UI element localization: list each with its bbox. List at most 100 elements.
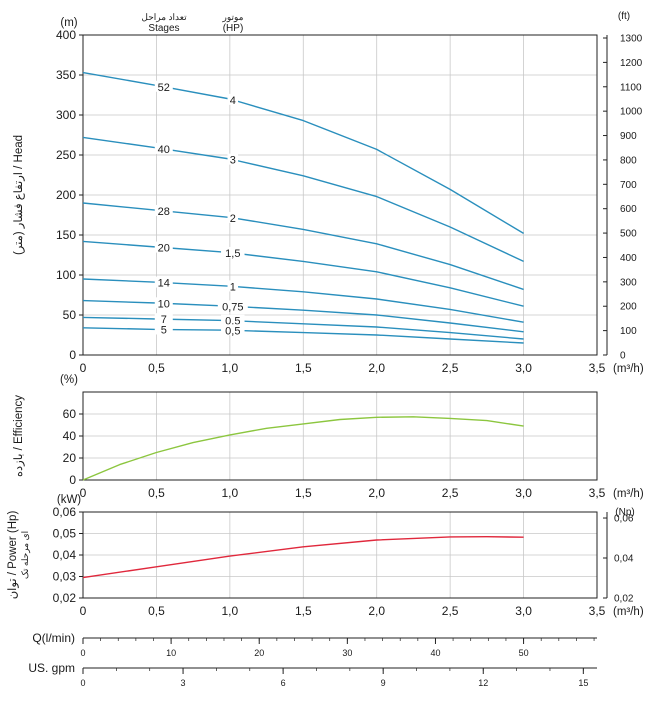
series-line [82, 416, 524, 481]
y-tick-label: 200 [56, 188, 76, 202]
axis-tick-label: 20 [254, 648, 264, 658]
hp-label: 1 [230, 281, 236, 293]
motor-header-fa: موتور [222, 12, 244, 23]
axis-title: US. gpm [28, 661, 75, 675]
y-tick-label: 100 [56, 268, 76, 282]
y-tick-label: 50 [63, 308, 77, 322]
label-mask [154, 80, 173, 92]
label-mask [154, 204, 173, 216]
label-mask [154, 297, 173, 309]
axis-tick-label: 15 [578, 678, 588, 688]
y-tick-label: 0 [69, 348, 76, 362]
axis-tick-label: 50 [519, 648, 529, 658]
right-tick-label: 0 [620, 351, 626, 362]
y-tick-label: 400 [56, 28, 76, 42]
y-axis-title: توان / Power (Hp) [6, 511, 19, 600]
hp-label: 4 [230, 95, 236, 107]
right-tick-label: 200 [620, 302, 637, 313]
label-mask [154, 323, 173, 335]
hp-label: 0,75 [222, 301, 243, 313]
stages-label: 5 [161, 324, 167, 336]
x-tick-label: 3,5 [589, 604, 606, 618]
x-tick-label: 0 [80, 604, 87, 618]
axis-title: Q(l/min) [32, 631, 75, 645]
right-tick-label: 500 [620, 229, 637, 240]
y-tick-label: 150 [56, 228, 76, 242]
hp-label: 3 [230, 155, 236, 167]
hp-label: 1,5 [225, 248, 240, 260]
right-tick-label: 400 [620, 253, 637, 264]
x-tick-label: 2,5 [442, 604, 459, 618]
right-axis-unit: (Np) [615, 507, 634, 518]
lpm-axis: 0 10 20 30 40 50 Q(l/min) [32, 631, 597, 658]
label-mask [227, 211, 239, 223]
motor-header: (HP) [223, 23, 244, 34]
hp-label: 0,5 [225, 325, 240, 337]
panel-efficiency: 0 20 40 60 0 0,5 1,0 1,5 2,0 2,5 3,0 3,5 (m³/h) (%) با… [12, 374, 644, 500]
stages-header: Stages [148, 23, 179, 34]
y-tick-label: 20 [63, 451, 77, 465]
x-tick-label: 3,5 [589, 361, 606, 375]
axis-tick-label: 0 [80, 648, 85, 658]
x-tick-label: 2,5 [442, 361, 459, 375]
x-tick-label: 3,5 [589, 486, 606, 500]
axis-tick-label: 3 [181, 678, 186, 688]
hp-label: 2 [230, 213, 236, 225]
right-tick-label: 1100 [620, 82, 642, 93]
y-tick-label: 0,04 [53, 548, 77, 562]
x-tick-label: 0,5 [148, 604, 165, 618]
right-tick-label: 300 [620, 277, 637, 288]
label-mask [227, 153, 239, 165]
label-mask [227, 93, 239, 105]
x-tick-label: 0 [80, 361, 87, 375]
y-tick-label: 350 [56, 68, 76, 82]
y-axis-title: بازده / Efficiency [12, 395, 25, 477]
x-tick-label: 2,0 [368, 604, 385, 618]
stages-label: 40 [158, 144, 170, 156]
right-tick-label: 1000 [620, 107, 643, 118]
label-mask [227, 280, 239, 292]
x-tick-label: 3,0 [515, 486, 532, 500]
axis-tick-label: 0 [80, 678, 85, 688]
x-tick-label: 3,0 [515, 361, 532, 375]
y-axis-unit: (kW) [57, 494, 81, 506]
y-tick-label: 0,03 [53, 570, 77, 584]
axis-tick-label: 40 [430, 648, 440, 658]
stages-header-fa: تعداد مراحل [141, 12, 187, 23]
right-tick-label: 800 [620, 155, 637, 166]
axis-tick-label: 9 [381, 678, 386, 688]
x-tick-label: 1,0 [222, 486, 239, 500]
y-axis-unit: (%) [60, 374, 78, 386]
right-tick-label: 0,04 [614, 554, 634, 565]
label-mask [221, 246, 245, 258]
x-tick-label: 0 [80, 486, 87, 500]
y-tick-label: 40 [63, 429, 77, 443]
right-tick-label: 100 [620, 326, 637, 337]
stages-label: 52 [158, 82, 170, 94]
x-axis-unit: (m³/h) [613, 606, 644, 618]
right-tick-label: 0,02 [614, 594, 634, 605]
x-tick-label: 2,5 [442, 486, 459, 500]
x-tick-label: 3,0 [515, 604, 532, 618]
label-mask [154, 241, 173, 253]
y-tick-label: 250 [56, 148, 76, 162]
right-tick-label: 1300 [620, 34, 643, 45]
series-line [82, 536, 524, 579]
panel-power: 0,02 0,03 0,04 0,05 0,06 0 0,5 1,0 1,5 2,0 2,5 3,0 3… [6, 494, 644, 618]
right-tick-label: 1200 [620, 58, 643, 69]
label-mask [154, 313, 173, 325]
axis-tick-label: 12 [478, 678, 488, 688]
right-tick-label: 600 [620, 204, 637, 215]
label-mask [154, 142, 173, 154]
y-tick-label: 0 [69, 473, 76, 487]
right-tick-label: 0,06 [614, 514, 634, 525]
y-axis-title: ارتفاع فشار (متر) / Head [12, 135, 25, 255]
axis-tick-label: 6 [281, 678, 286, 688]
y-axis-subtitle: ای مرحله تک [20, 531, 31, 579]
label-mask [221, 324, 245, 336]
stages-label: 10 [158, 298, 170, 310]
axis-tick-label: 10 [166, 648, 176, 658]
axis-tick-label: 30 [342, 648, 352, 658]
y-tick-label: 60 [63, 407, 77, 421]
